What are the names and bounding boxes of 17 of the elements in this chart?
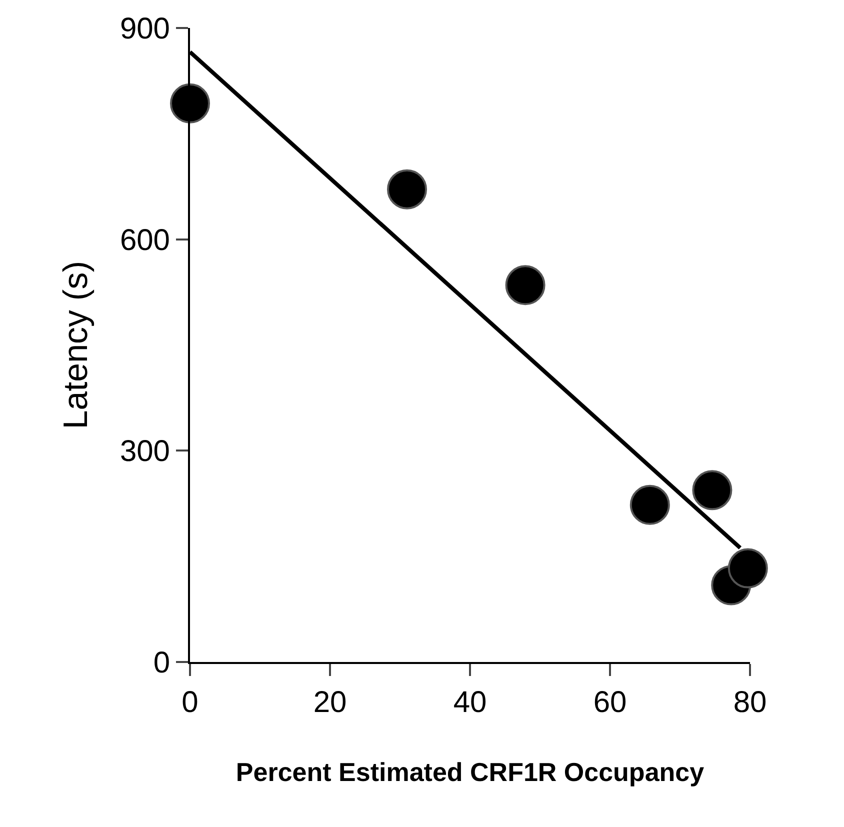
x-axis-title: Percent Estimated CRF1R Occupancy bbox=[236, 757, 705, 788]
y-tick-label: 900 bbox=[120, 12, 170, 46]
x-tick-label: 20 bbox=[313, 686, 347, 719]
y-tick-label: 600 bbox=[120, 224, 170, 257]
point bbox=[630, 484, 670, 525]
y-tick-label: 0 bbox=[153, 646, 170, 680]
point bbox=[505, 265, 546, 306]
y-axis-title: Latency (s) bbox=[57, 260, 96, 430]
x-tick-label: 40 bbox=[453, 686, 487, 719]
x-tick-label: 60 bbox=[593, 686, 627, 719]
x-tick-label: 0 bbox=[182, 686, 198, 719]
point bbox=[170, 83, 210, 124]
point bbox=[728, 548, 768, 588]
x-tick-label: 80 bbox=[733, 686, 767, 719]
point bbox=[692, 470, 732, 510]
point bbox=[387, 169, 427, 210]
y-tick-label: 300 bbox=[120, 435, 170, 468]
